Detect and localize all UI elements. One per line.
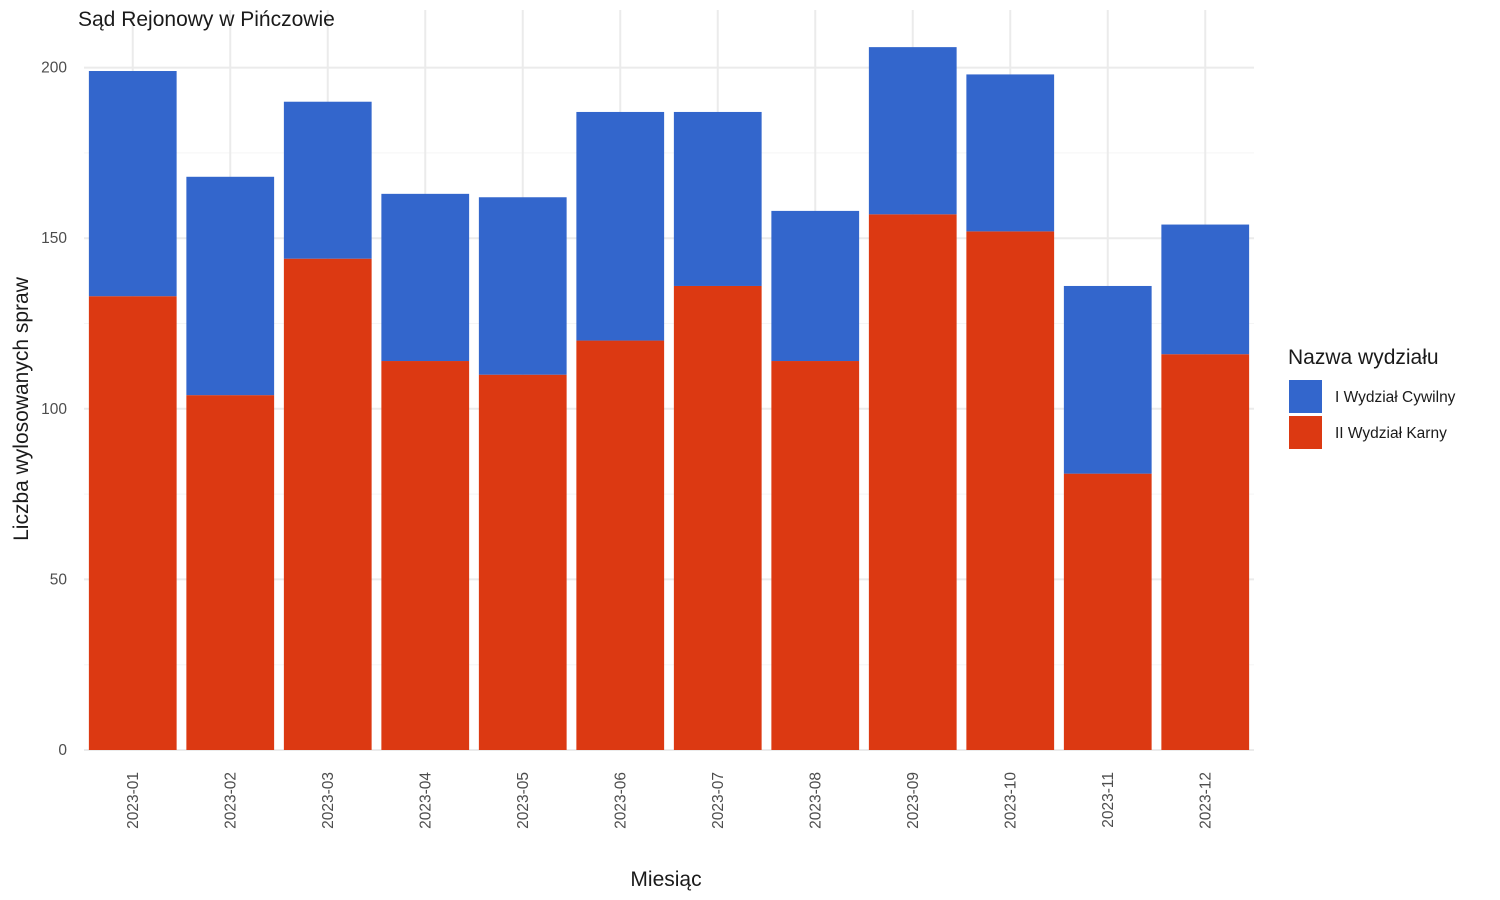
legend-label: II Wydział Karny	[1335, 425, 1447, 442]
chart-title: Sąd Rejonowy w Pińczowie	[78, 8, 335, 31]
bar-cywilny	[673, 111, 762, 286]
x-tick-label: 2023-10	[1002, 772, 1019, 829]
bar-cywilny	[478, 197, 567, 375]
bar-karny	[283, 258, 372, 750]
bar-cywilny	[1063, 285, 1152, 474]
bar-karny	[478, 374, 567, 750]
bar-karny	[1063, 473, 1152, 750]
bar-karny	[673, 285, 762, 750]
x-tick-label: 2023-01	[125, 772, 142, 829]
bar-cywilny	[868, 47, 957, 215]
bar-karny	[88, 296, 177, 750]
x-tick-label: 2023-08	[807, 772, 824, 829]
y-axis-title: Liczba wylosowanych spraw	[10, 276, 33, 541]
x-tick-label: 2023-12	[1197, 772, 1214, 829]
x-tick-label: 2023-02	[222, 772, 239, 829]
legend-title: Nazwa wydziału	[1288, 346, 1439, 369]
x-tick-label: 2023-11	[1100, 772, 1117, 828]
bar-karny	[381, 361, 470, 750]
legend: Nazwa wydziału I Wydział Cywilny II Wydzi…	[1288, 346, 1456, 449]
bar-karny	[1161, 354, 1250, 750]
bar-karny	[186, 395, 275, 750]
bar-cywilny	[381, 193, 470, 362]
y-tick-label: 100	[41, 401, 67, 418]
x-axis-title: Miesiąc	[630, 868, 701, 891]
bars	[88, 47, 1250, 751]
y-axis-ticks: 0 50 100 150 200	[41, 60, 67, 759]
legend-swatch	[1289, 416, 1322, 449]
bar-cywilny	[1161, 224, 1250, 355]
x-tick-label: 2023-04	[417, 772, 434, 829]
bar-karny	[966, 231, 1055, 751]
bar-karny	[771, 361, 860, 750]
bar-cywilny	[576, 111, 665, 341]
x-tick-label: 2023-03	[320, 772, 337, 829]
x-tick-label: 2023-07	[710, 772, 727, 829]
bar-karny	[868, 214, 957, 751]
y-tick-label: 150	[41, 230, 67, 247]
legend-label: I Wydział Cywilny	[1335, 389, 1456, 406]
x-tick-label: 2023-09	[905, 772, 922, 829]
y-tick-label: 0	[58, 742, 67, 759]
bar-cywilny	[88, 71, 177, 297]
legend-swatch	[1289, 380, 1322, 413]
y-tick-label: 50	[50, 571, 68, 588]
x-tick-label: 2023-06	[612, 772, 629, 829]
bar-cywilny	[283, 101, 372, 259]
y-tick-label: 200	[41, 60, 67, 77]
bar-karny	[576, 340, 665, 750]
x-tick-label: 2023-05	[515, 772, 532, 829]
legend-items: I Wydział Cywilny II Wydział Karny	[1289, 380, 1456, 449]
bar-cywilny	[186, 176, 275, 396]
x-axis-ticks: 2023-01 2023-02 2023-03 2023-04 2023-05 2023-…	[125, 772, 1215, 829]
bar-cywilny	[966, 74, 1055, 232]
bar-cywilny	[771, 210, 860, 362]
